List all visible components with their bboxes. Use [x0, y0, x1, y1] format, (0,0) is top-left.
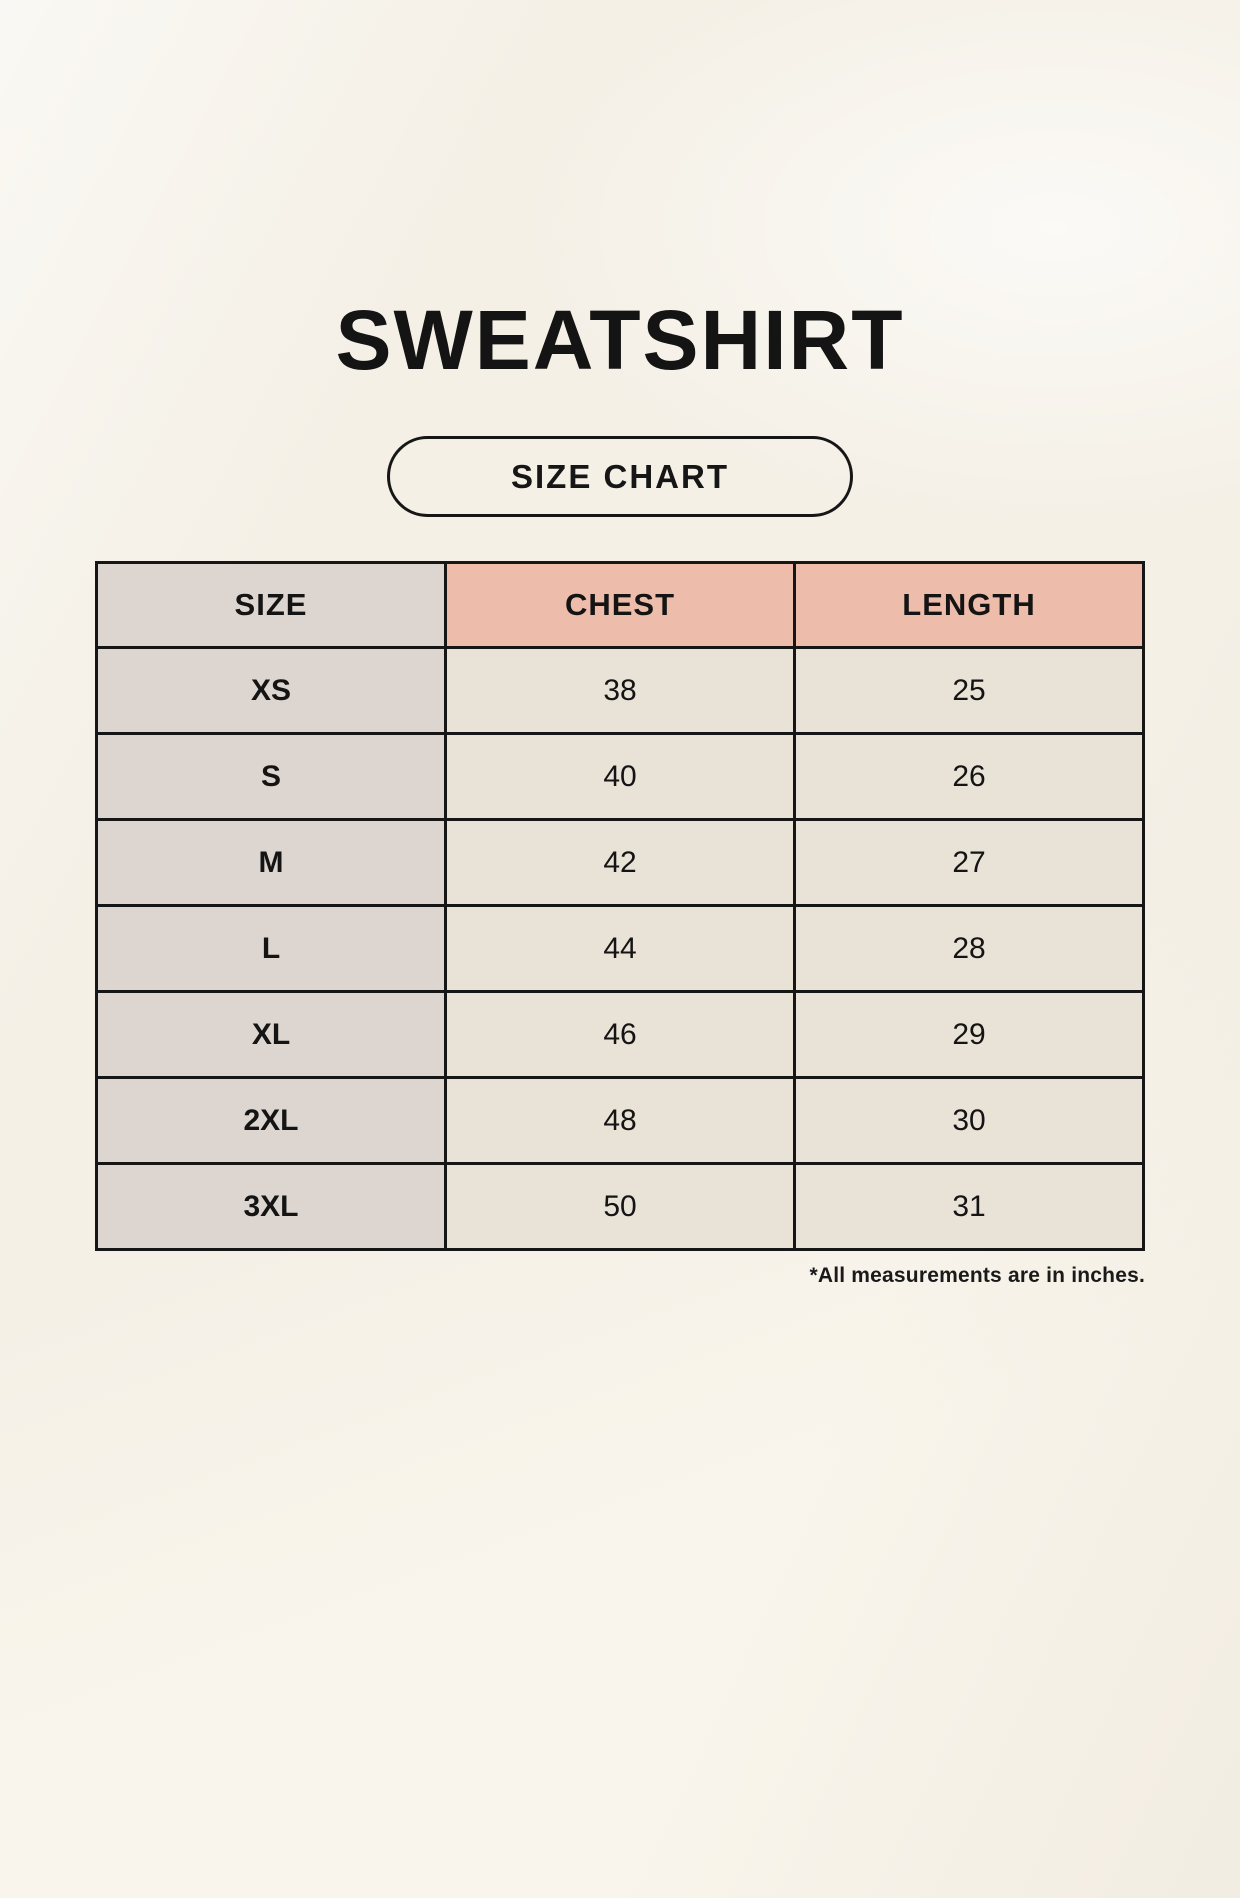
table-row: XS 38 25: [95, 646, 1145, 735]
measurements-footnote: *All measurements are in inches.: [809, 1264, 1145, 1287]
table-row: 2XL 48 30: [95, 1076, 1145, 1165]
size-cell: XS: [95, 646, 447, 735]
badge-row: SIZE CHART: [95, 436, 1145, 517]
chest-cell: 38: [444, 646, 796, 735]
size-chart-table: SIZE CHEST LENGTH XS 38 25 S 40 26 M 42 …: [95, 561, 1145, 1251]
size-cell: S: [95, 732, 447, 821]
table-row: L 44 28: [95, 904, 1145, 993]
size-cell: XL: [95, 990, 447, 1079]
table-row: M 42 27: [95, 818, 1145, 907]
page-title: SWEATSHIRT: [335, 293, 905, 387]
chest-cell: 48: [444, 1076, 796, 1165]
table-header-row: SIZE CHEST LENGTH: [95, 561, 1145, 649]
length-cell: 28: [793, 904, 1145, 993]
length-cell: 31: [793, 1162, 1145, 1251]
length-cell: 29: [793, 990, 1145, 1079]
column-header-chest: CHEST: [444, 561, 796, 649]
table-row: S 40 26: [95, 732, 1145, 821]
length-cell: 25: [793, 646, 1145, 735]
column-header-size: SIZE: [95, 561, 447, 649]
table-row: 3XL 50 31: [95, 1162, 1145, 1251]
size-chart-badge: SIZE CHART: [387, 436, 853, 517]
length-cell: 26: [793, 732, 1145, 821]
column-header-length: LENGTH: [793, 561, 1145, 649]
size-cell: 3XL: [95, 1162, 447, 1251]
size-cell: 2XL: [95, 1076, 447, 1165]
size-cell: L: [95, 904, 447, 993]
size-chart-poster: SWEATSHIRT SIZE CHART SIZE CHEST LENGTH …: [95, 298, 1145, 1288]
chest-cell: 46: [444, 990, 796, 1079]
length-cell: 30: [793, 1076, 1145, 1165]
chest-cell: 50: [444, 1162, 796, 1251]
chest-cell: 40: [444, 732, 796, 821]
chest-cell: 44: [444, 904, 796, 993]
chest-cell: 42: [444, 818, 796, 907]
table-row: XL 46 29: [95, 990, 1145, 1079]
length-cell: 27: [793, 818, 1145, 907]
size-cell: M: [95, 818, 447, 907]
